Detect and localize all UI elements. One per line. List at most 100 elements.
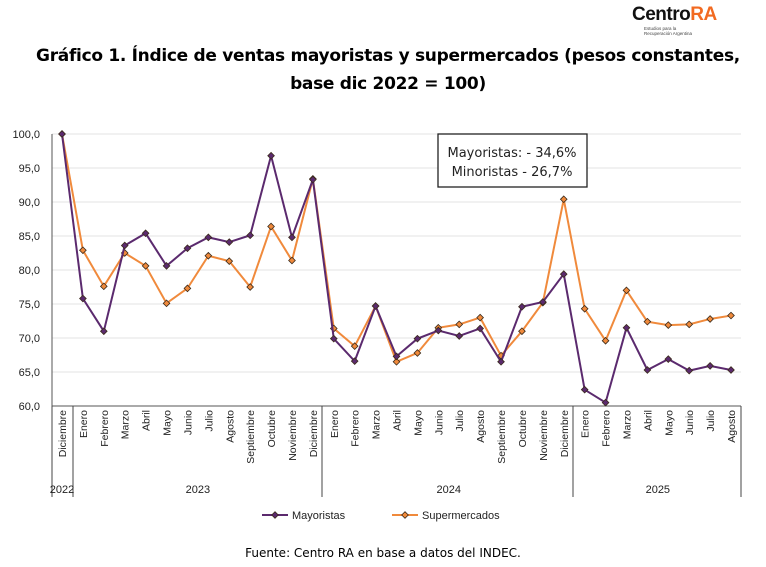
x-tick-label: Marzo (120, 410, 132, 439)
x-tick-label: Abril (141, 410, 153, 431)
data-point-mayoristas (204, 233, 213, 242)
data-point-mayoristas (538, 298, 547, 306)
y-tick-label: 90,0 (19, 197, 40, 209)
y-tick-label: 80,0 (19, 265, 40, 277)
x-tick-label: Abril (642, 410, 654, 431)
data-point-mayoristas (455, 332, 464, 340)
year-label: 2022 (50, 484, 74, 496)
legend-marker-supermercados (401, 511, 409, 519)
data-point-mayoristas (413, 334, 422, 343)
data-point-supermercados (162, 299, 171, 308)
y-tick-label: 85,0 (19, 231, 40, 243)
x-tick-label: Enero (329, 410, 341, 438)
data-point-mayoristas (183, 244, 192, 253)
data-point-supermercados (706, 315, 714, 323)
data-point-supermercados (267, 222, 275, 231)
data-point-mayoristas (120, 241, 129, 250)
data-point-mayoristas (225, 238, 234, 246)
data-point-mayoristas (141, 229, 150, 238)
x-tick-label: Febrero (601, 410, 613, 447)
year-label: 2024 (437, 484, 461, 496)
data-point-supermercados (99, 282, 108, 291)
x-tick-label: Junio (182, 410, 194, 435)
x-tick-label: Septiembre (245, 410, 257, 464)
y-tick-label: 75,0 (19, 299, 40, 311)
y-tick-label: 100,0 (12, 129, 40, 141)
data-point-mayoristas (329, 334, 338, 343)
data-point-supermercados (643, 317, 652, 326)
data-point-mayoristas (727, 366, 735, 374)
data-point-mayoristas (706, 362, 714, 370)
logo-text-main: Centro (632, 4, 691, 25)
x-tick-label: Julio (705, 410, 717, 432)
data-point-supermercados (685, 320, 694, 329)
data-point-supermercados (413, 349, 422, 357)
x-tick-label: Enero (78, 410, 90, 438)
x-tick-label: Mayo (412, 410, 424, 436)
annotation-text: Mayoristas: - 34,6% (447, 146, 576, 161)
data-point-supermercados (727, 311, 735, 320)
x-tick-label: Marzo (371, 410, 383, 439)
x-tick-label: Febrero (350, 410, 362, 447)
x-tick-label: Marzo (621, 410, 633, 439)
data-point-mayoristas (476, 324, 484, 333)
data-point-mayoristas (288, 233, 296, 242)
centro-ra-logo: CentroRA Estudios para la Recuperación A… (632, 4, 717, 36)
year-label: 2023 (186, 484, 210, 496)
data-point-mayoristas (622, 323, 631, 332)
data-point-mayoristas (685, 366, 694, 375)
source-note: Fuente: Centro RA en base a datos del IN… (245, 546, 521, 560)
data-point-supermercados (288, 256, 296, 265)
data-point-mayoristas (601, 398, 610, 407)
data-point-mayoristas (309, 175, 317, 184)
data-point-mayoristas (580, 385, 589, 394)
logo-wordmark: CentroRA (632, 4, 717, 26)
data-point-supermercados (601, 336, 610, 345)
data-point-supermercados (79, 246, 87, 255)
x-tick-label: Agosto (224, 410, 236, 443)
data-point-mayoristas (643, 366, 652, 374)
x-tick-label: Abril (392, 410, 404, 431)
data-point-supermercados (518, 327, 526, 336)
x-tick-label: Agosto (726, 410, 738, 443)
data-point-supermercados (664, 321, 673, 329)
data-point-supermercados (141, 262, 150, 270)
x-tick-label: Julio (203, 410, 215, 432)
legend-label: Supermercados (422, 510, 500, 522)
data-point-mayoristas (79, 294, 87, 303)
data-point-mayoristas (162, 262, 171, 270)
y-tick-label: 60,0 (19, 401, 40, 413)
data-point-mayoristas (664, 355, 673, 363)
data-point-mayoristas (559, 270, 568, 278)
chart-title: Gráfico 1. Índice de ventas mayoristas y… (36, 46, 740, 94)
data-point-mayoristas (58, 130, 66, 138)
x-tick-label: Diciembre (559, 410, 571, 457)
y-tick-label: 65,0 (19, 367, 40, 379)
x-tick-label: Mayo (162, 410, 174, 436)
data-point-supermercados (225, 257, 234, 266)
data-point-mayoristas (497, 357, 505, 366)
x-tick-label: Septiembre (496, 410, 508, 464)
data-point-supermercados (246, 283, 255, 291)
x-tick-label: Octubre (266, 410, 278, 448)
data-point-supermercados (476, 313, 484, 322)
x-tick-label: Diciembre (57, 410, 69, 457)
data-point-mayoristas (99, 327, 108, 336)
annotation-text: Minoristas - 26,7% (452, 165, 573, 180)
x-tick-label: Diciembre (308, 410, 320, 457)
logo-text-accent: RA (690, 4, 717, 25)
x-tick-label: Febrero (99, 410, 111, 447)
data-point-supermercados (392, 357, 401, 366)
data-point-supermercados (455, 320, 464, 329)
annotation-box (437, 133, 588, 188)
x-tick-label: Junio (684, 410, 696, 435)
legend-label: Mayoristas (292, 510, 346, 522)
data-point-mayoristas (392, 352, 401, 361)
data-point-mayoristas (518, 302, 526, 311)
x-tick-label: Mayo (663, 410, 675, 436)
year-label: 2025 (646, 484, 670, 496)
x-tick-label: Noviembre (538, 410, 550, 461)
x-tick-label: Agosto (475, 410, 487, 443)
data-point-mayoristas (246, 231, 255, 240)
data-point-mayoristas (434, 326, 443, 335)
